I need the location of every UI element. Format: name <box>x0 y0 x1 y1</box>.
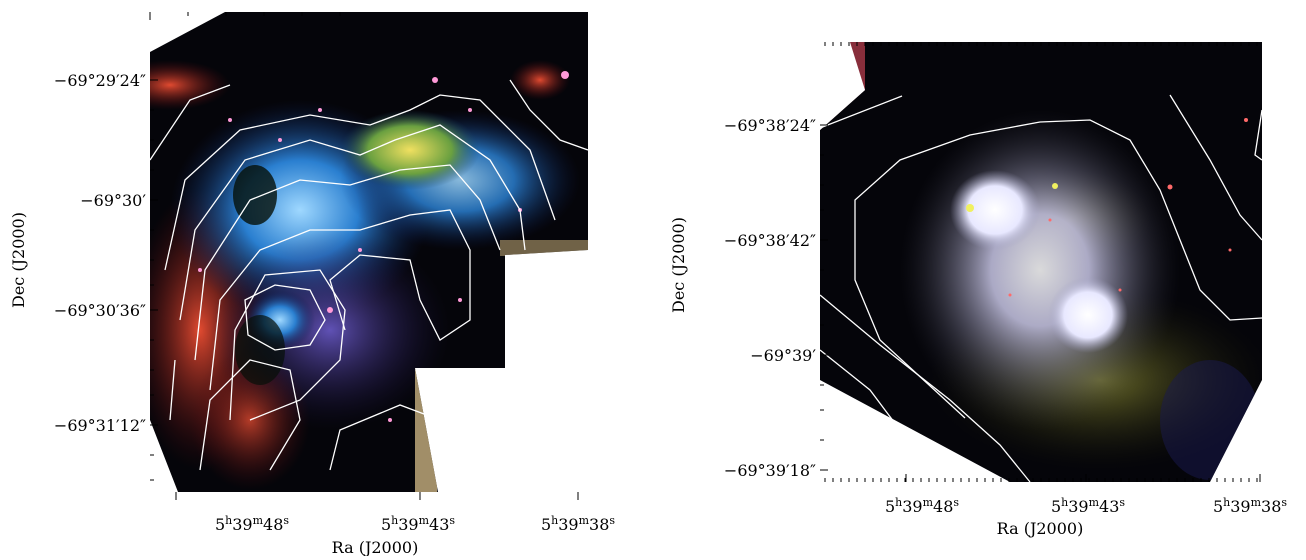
right-top-ticks <box>824 42 1258 482</box>
x-tick-label-1: 5h39m48s <box>215 514 289 534</box>
y-axis-label: Dec (J2000) <box>9 212 28 308</box>
y-tick-label-2: −69°38′42″ <box>724 231 816 250</box>
x-tick-label-2: 5h39m43s <box>381 514 455 534</box>
y-tick-label-1: −69°29′24″ <box>54 71 146 90</box>
y-tick-label-4: −69°31′12″ <box>54 416 146 435</box>
y-tick-label-4: −69°39′18″ <box>724 461 816 480</box>
y-axis-label: Dec (J2000) <box>669 217 688 313</box>
right-axis-ticks <box>820 124 1261 482</box>
x-tick-label-1: 5h39m48s <box>885 496 959 516</box>
y-tick-label-2: −69°30′ <box>80 191 146 210</box>
x-tick-label-3: 5h39m38s <box>1213 496 1287 516</box>
contour-lines <box>149 79 589 471</box>
y-tick-label-1: −69°38′24″ <box>724 116 816 135</box>
left-figure: −69°29′24″ −69°30′ −69°30′36″ −69°31′12″… <box>9 12 615 557</box>
left-axis-ticks <box>149 12 579 500</box>
nebula-image <box>820 42 1262 482</box>
left-panel: −69°29′24″ −69°30′ −69°30′36″ −69°31′12″… <box>0 0 640 557</box>
x-tick-label-2: 5h39m43s <box>1051 496 1125 516</box>
right-figure: −69°38′24″ −69°38′42″ −69°39′ −69°39′18″… <box>669 42 1287 538</box>
nebula-image <box>150 12 588 492</box>
x-axis-label: Ra (J2000) <box>332 538 419 556</box>
contour-lines <box>819 94 1263 483</box>
x-tick-label-3: 5h39m38s <box>541 514 615 534</box>
x-axis-label: Ra (J2000) <box>997 519 1084 538</box>
right-panel: −69°38′24″ −69°38′42″ −69°39′ −69°39′18″… <box>650 0 1306 556</box>
y-tick-label-3: −69°39′ <box>750 346 816 365</box>
y-tick-label-3: −69°30′36″ <box>54 301 146 320</box>
